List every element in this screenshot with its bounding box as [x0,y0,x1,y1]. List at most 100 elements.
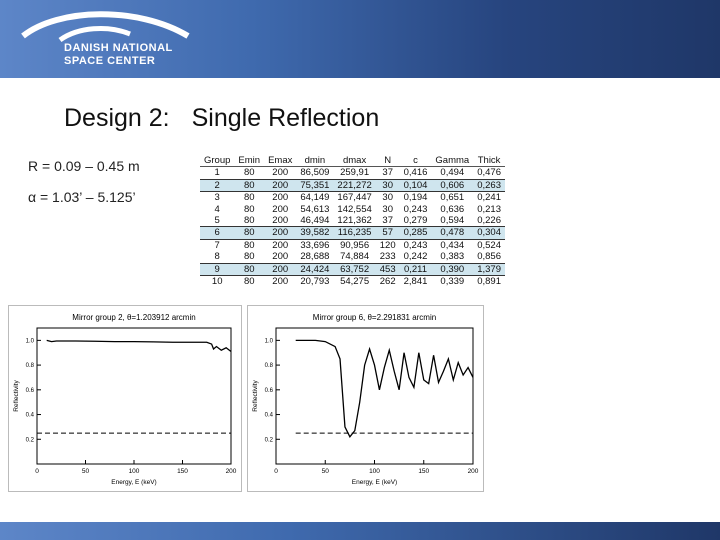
table-row: 6 80 200 39,582 116,235 57 0,285 0,478 0,304 [200,226,505,240]
angle-range-value: = 1.03’ – 5.125’ [36,189,136,205]
table-cell: 86,509 [300,167,330,179]
org-name-line2: SPACE CENTER [64,55,156,67]
table-cell: 75,351 [296,178,334,193]
table-cell: 20,793 [300,276,330,288]
table-cell: 5 [214,215,220,227]
table-cell: 46,494 [300,215,330,227]
table-row: 9 80 200 24,424 63,752 453 0,211 0,390 1,379 [200,262,505,277]
table-cell: 0,636 [440,203,465,215]
column-header: Thick [473,155,505,168]
table-cell: 2 [200,178,235,193]
table-cell: 200 [272,203,289,215]
column-header: c [399,155,432,168]
table-cell: 0,476 [477,167,501,179]
y-tick-label: 0.6 [265,388,274,394]
y-tick-label: 0.4 [265,413,274,419]
table-cell: 1 [214,167,220,179]
table-cell: 0,242 [403,251,428,263]
y-tick-label: 1.0 [26,338,35,344]
table-cell: 200 [272,192,289,204]
table-row: 4 80 200 54,613 142,554 30 0,243 0,636 0,213 [200,204,505,215]
column-header: N [375,155,400,168]
chart-title: Mirror group 2, θ=1.203912 arcmin [72,313,195,322]
table-cell: 37 [382,215,393,227]
table-cell: 0,416 [403,167,428,179]
table-cell: 30 [382,192,393,204]
table-cell: 54,275 [340,276,370,288]
arc-logo-icon [21,11,190,43]
table-cell: 200 [272,167,289,179]
table-cell: 0,434 [440,239,465,251]
table-cell: 0,891 [477,276,501,288]
table-cell: 7 [214,239,220,251]
table-cell: 200 [272,215,289,227]
table-cell: 0,243 [403,239,428,251]
header-banner: DANISH NATIONAL SPACE CENTER [0,0,720,78]
table-cell: 200 [264,178,297,193]
table-cell: 37 [382,167,393,179]
table-row: 3 80 200 64,149 167,447 30 0,194 0,651 0,241 [200,192,505,204]
table-cell: 453 [375,262,400,277]
table-cell: 80 [243,239,255,251]
table-cell: 200 [264,262,297,277]
table-cell: 3 [214,192,220,204]
table-cell: 80 [243,276,255,288]
y-axis-label: Reflectivity [252,380,259,412]
table-cell: 167,447 [337,192,372,204]
table-cell: 80 [243,251,255,263]
table-cell: 121,362 [337,215,372,227]
table-cell: 0,241 [477,192,501,204]
table-cell: 9 [200,262,235,277]
table-cell: 10 [211,276,223,288]
reflectivity-curve [46,339,232,353]
x-tick-label: 100 [129,468,140,475]
column-header: Gamma [431,155,474,168]
table-cell: 221,272 [333,178,376,193]
slide-title: Design 2: Single Reflection [64,104,379,133]
table-cell: 80 [234,178,265,193]
x-axis-label: Energy, E (keV) [352,479,397,486]
table-cell: 30 [382,203,393,215]
table-cell: 120 [379,239,396,251]
table-row: 5 80 200 46,494 121,362 37 0,279 0,594 0,226 [200,215,505,227]
column-header: dmax [333,155,376,168]
alpha-symbol: α [28,189,37,205]
table-cell: 0,478 [431,226,474,240]
table-cell: 0,494 [440,167,465,179]
table-cell: 0,213 [477,203,501,215]
x-tick-label: 100 [369,468,380,475]
x-tick-label: 150 [418,468,429,475]
table-cell: 63,752 [333,262,376,277]
reflectivity-chart-group6: Mirror group 6, θ=2.291831 arcmin 0 50 100 1… [252,313,479,486]
y-tick-label: 0.2 [265,437,274,443]
x-tick-label: 0 [35,468,39,475]
table-cell: 0,194 [403,192,428,204]
table-cell: 0,285 [399,226,432,240]
plot-area-border [275,327,474,465]
table-cell: 24,424 [296,262,334,277]
table-cell: 0,383 [440,251,465,263]
chart-frame-group2: Mirror group 2, θ=1.203912 arcmin 0 50 100 1… [8,305,242,492]
table-cell: 262 [379,276,396,288]
table-cell: 200 [272,251,289,263]
table-row: 2 80 200 75,351 221,272 30 0,104 0,606 0,263 [200,178,505,193]
radius-range: R = 0.09 – 0.45 m [28,158,140,174]
table-cell: 259,91 [340,167,370,179]
table-row: 8 80 200 28,688 74,884 233 0,242 0,383 0,856 [200,251,505,263]
x-tick-label: 200 [226,468,237,475]
table-cell: 64,149 [300,192,330,204]
table-cell: 54,613 [300,203,330,215]
table-cell: 90,956 [340,239,370,251]
table-cell: 0,524 [477,239,501,251]
table-cell: 200 [264,226,297,240]
org-name: DANISH NATIONAL SPACE CENTER [64,42,173,68]
y-axis-label: Reflectivity [13,380,20,412]
table-row: 7 80 200 33,696 90,956 120 0,243 0,434 0,524 [200,239,505,251]
table-cell: 0,304 [473,226,505,240]
table-cell: 0,263 [473,178,505,193]
org-name-line1: DANISH NATIONAL [64,42,173,54]
table-cell: 1,379 [473,262,505,277]
table-cell: 80 [243,215,255,227]
